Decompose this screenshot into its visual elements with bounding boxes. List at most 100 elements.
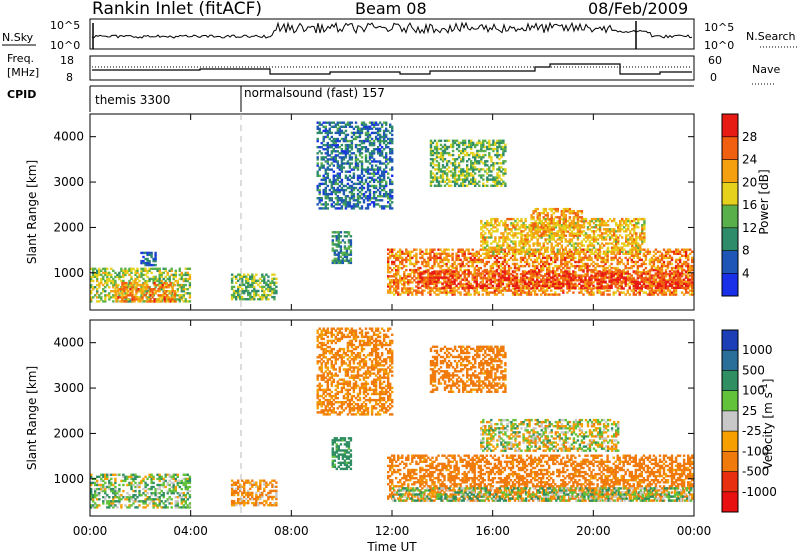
power-cell [504,240,506,242]
power-cell [643,272,645,274]
power-cell [457,255,459,257]
power-cell [613,283,615,285]
power-cell [561,244,563,246]
power-cell [104,296,106,298]
power-cell [468,158,470,160]
power-cell [233,286,235,288]
power-cell [595,236,597,238]
power-cell [645,267,647,269]
power-cell [625,293,627,295]
power-cell [615,234,617,236]
power-cell [520,251,522,253]
power-cell [480,220,482,222]
power-cell [482,293,484,295]
power-cell [606,257,608,259]
power-cell [610,270,612,272]
power-cell [671,263,673,265]
power-cell [550,281,552,283]
power-cell [537,222,539,224]
power-cell [458,146,460,148]
power-cell [453,279,455,281]
power-cell [488,152,490,154]
power-cell [567,230,569,232]
power-cell [480,267,482,269]
power-cell [685,261,687,263]
power-cell [255,274,257,276]
power-cell [478,181,480,183]
power-cell [157,298,159,300]
power-cell [691,289,693,291]
power-cell [592,291,594,293]
power-cell [342,262,344,264]
power-cell [655,267,657,269]
power-cell [492,265,494,267]
power-cell [685,265,687,267]
power-cell [586,263,588,265]
power-cell [456,140,458,142]
power-cell [488,146,490,148]
power-cell [490,218,492,220]
power-cell [490,242,492,244]
power-cell [504,261,506,263]
power-cell [478,170,480,172]
power-cell [583,244,585,246]
power-cell [631,274,633,276]
power-cell [581,240,583,242]
power-cell [350,258,352,260]
power-cell [528,247,530,249]
power-cell [338,241,340,243]
power-cell [454,170,456,172]
power-cell [625,234,627,236]
power-cell [441,265,443,267]
power-cell [539,216,541,218]
power-cell [504,220,506,222]
power-cell [534,208,536,210]
power-cell [474,178,476,180]
power-cell [594,272,596,274]
power-cell [464,276,466,278]
power-cell [169,278,171,280]
power-cell [579,247,581,249]
power-cell [643,236,645,238]
power-cell [187,272,189,274]
power-cell [470,293,472,295]
power-cell [494,236,496,238]
power-cell [551,220,553,222]
power-cell [551,230,553,232]
power-cell [454,185,456,187]
power-cell [528,251,530,253]
power-cell [189,296,191,298]
power-cell [520,218,522,220]
power-cell [594,279,596,281]
power-cell [490,232,492,234]
power-cell [474,160,476,162]
power-cell [243,292,245,294]
power-cell [532,216,534,218]
power-cell [520,273,522,275]
power-cell [613,274,615,276]
power-cell [641,224,643,226]
power-cell [649,270,651,272]
power-cell [332,239,334,241]
power-cell [403,271,405,273]
power-cell [486,181,488,183]
power-cell [516,236,518,238]
power-cell [413,255,415,257]
power-cell [340,241,342,243]
power-cell [532,249,534,251]
power-cell [599,226,601,228]
power-cell [595,230,597,232]
power-cell [551,236,553,238]
power-cell [691,265,693,267]
power-cell [478,185,480,187]
power-cell [189,268,191,270]
power-cell [393,249,395,251]
power-cell [440,185,442,187]
power-cell [641,232,643,234]
power-cell [459,259,461,261]
power-cell [504,222,506,224]
power-cell [466,160,468,162]
power-cell [486,220,488,222]
power-cell [610,274,612,276]
power-cell [480,255,482,257]
